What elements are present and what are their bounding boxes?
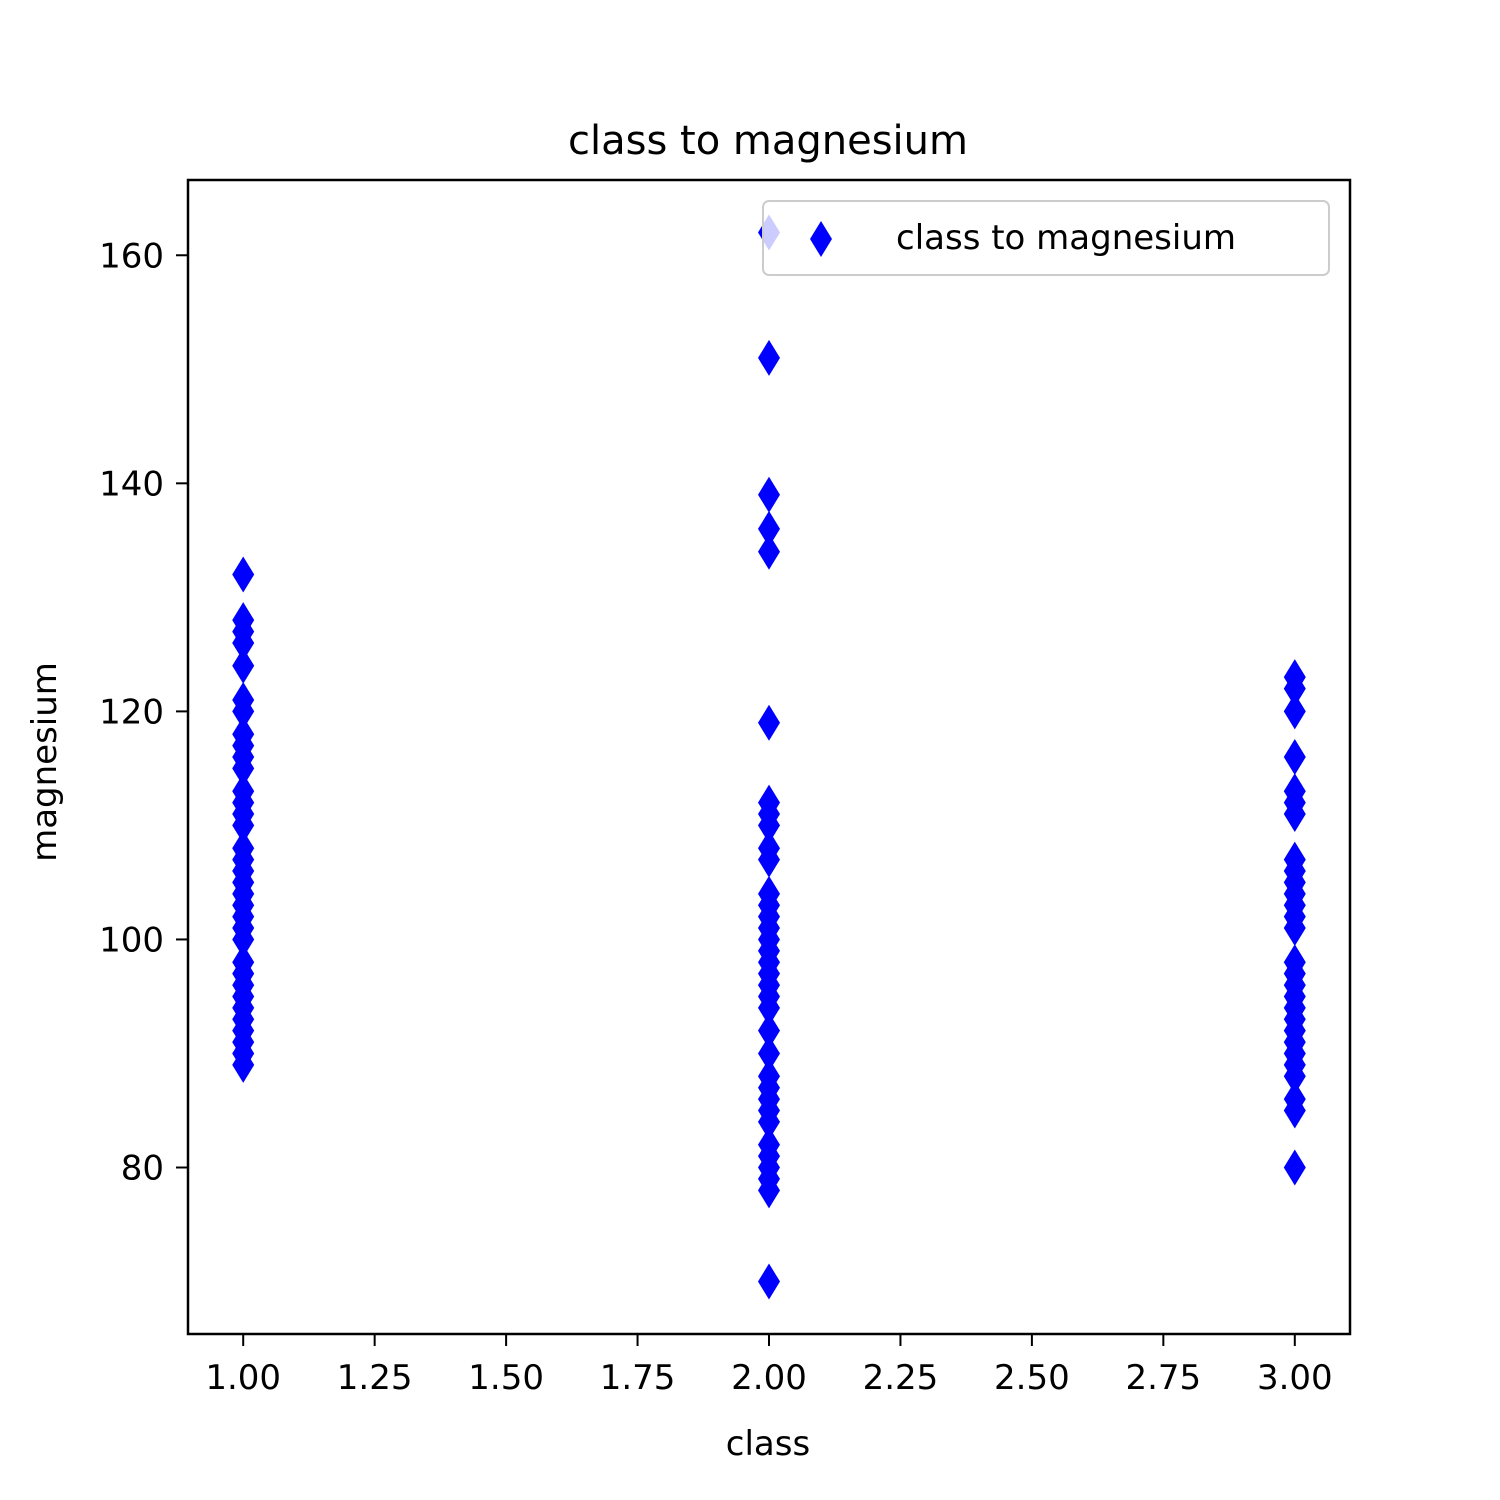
data-points xyxy=(232,214,1306,1300)
data-point xyxy=(758,476,780,513)
data-point xyxy=(758,1263,780,1300)
x-tick-label: 1.50 xyxy=(468,1358,544,1398)
data-point xyxy=(232,602,255,639)
data-point xyxy=(758,875,780,912)
data-point xyxy=(758,1012,780,1049)
data-point xyxy=(758,830,780,867)
data-point xyxy=(232,944,255,981)
x-tick-label: 1.00 xyxy=(205,1358,281,1398)
y-tick-label: 140 xyxy=(99,464,164,504)
data-point xyxy=(758,510,780,547)
y-tick-label: 100 xyxy=(99,920,164,960)
x-tick-label: 3.00 xyxy=(1257,1358,1333,1398)
legend: class to magnesium xyxy=(762,200,1330,276)
data-point xyxy=(1283,659,1306,696)
data-point xyxy=(232,830,255,867)
data-point xyxy=(232,556,255,593)
legend-marker-icon xyxy=(810,221,832,257)
y-axis-label: magnesium xyxy=(25,662,65,862)
data-point xyxy=(758,1035,780,1072)
data-point xyxy=(1283,739,1306,775)
data-point xyxy=(758,704,780,741)
data-point xyxy=(232,647,255,684)
x-tick-label: 1.25 xyxy=(337,1358,413,1398)
data-point xyxy=(758,1126,780,1163)
data-point xyxy=(232,716,255,753)
y-tick-label: 160 xyxy=(99,236,164,276)
data-point xyxy=(758,1058,780,1095)
data-point xyxy=(758,784,780,821)
x-axis-label: class xyxy=(726,1424,810,1464)
data-point xyxy=(1283,773,1306,810)
y-axis-ticks: 80 100 120 140 160 xyxy=(99,236,188,1189)
x-tick-label: 2.50 xyxy=(994,1358,1070,1398)
chart-title: class to magnesium xyxy=(568,118,968,164)
data-point xyxy=(232,681,255,718)
data-point xyxy=(1283,1149,1306,1186)
legend-box xyxy=(762,200,1330,276)
x-tick-label: 2.75 xyxy=(1125,1358,1201,1398)
x-axis-ticks: 1.00 1.25 1.50 1.75 2.00 2.25 2.50 2.75 3.00 xyxy=(205,1334,1333,1398)
data-point xyxy=(232,773,255,810)
legend-entry-label: class to magnesium xyxy=(896,218,1236,258)
data-point xyxy=(758,533,780,570)
y-tick-label: 120 xyxy=(99,692,164,732)
data-point xyxy=(1283,693,1306,730)
data-point xyxy=(1283,1081,1306,1118)
x-tick-label: 2.25 xyxy=(863,1358,939,1398)
x-tick-label: 1.75 xyxy=(600,1358,676,1398)
data-point xyxy=(1283,841,1306,878)
x-tick-label: 2.00 xyxy=(731,1358,807,1398)
y-tick-label: 80 xyxy=(121,1149,164,1189)
data-point xyxy=(1283,944,1306,981)
data-point xyxy=(758,339,780,376)
